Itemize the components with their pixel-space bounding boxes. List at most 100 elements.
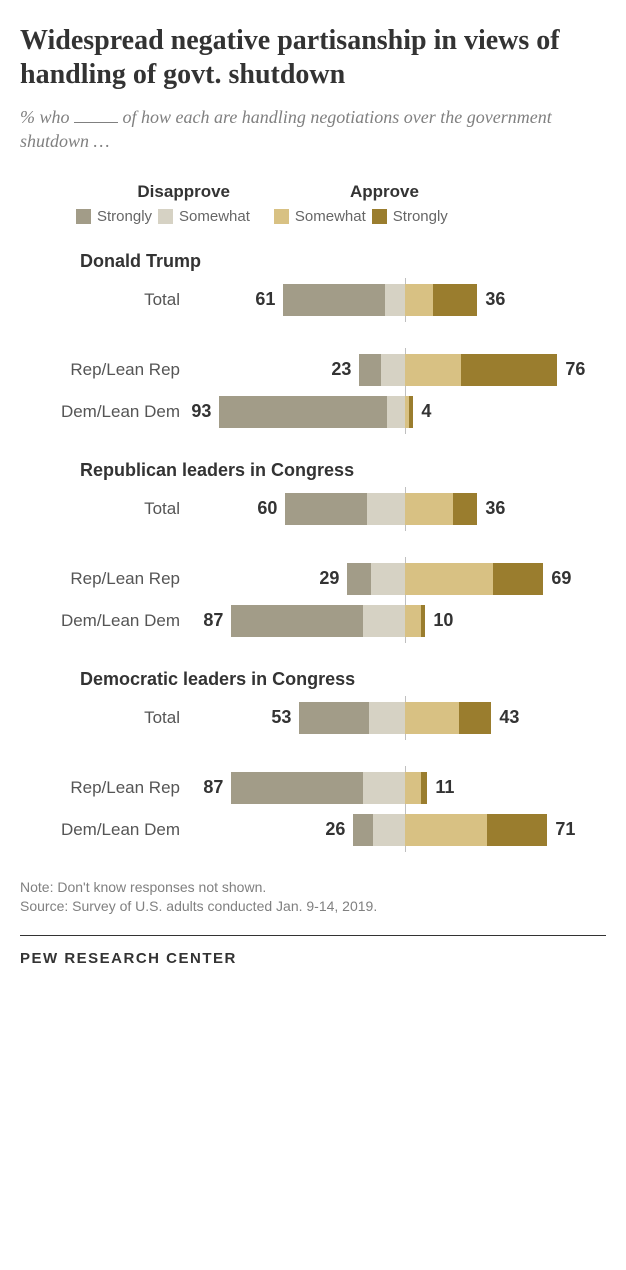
divider [20,935,606,936]
chart-row: Dem/Lean Dem 87 10 [20,603,606,639]
seg-approve-strongly [433,284,477,316]
chart-row: Dem/Lean Dem934 [20,394,606,430]
legend-somewhat-2: Somewhat [295,208,366,225]
seg-disapprove-strongly [359,354,381,386]
row-label: Dem/Lean Dem [20,611,188,631]
approve-value: 4 [413,401,439,422]
row-label: Dem/Lean Dem [20,402,188,422]
disapprove-value: 53 [263,707,299,728]
disapprove-value: 87 [195,610,231,631]
seg-disapprove-strongly [231,772,363,804]
group-title: Democratic leaders in Congress [80,669,606,690]
seg-disapprove-somewhat [373,814,405,846]
disapprove-value: 60 [249,498,285,519]
approve-bar: 69 [405,563,579,595]
bar-area: 29 69 [188,563,606,595]
legend-strongly-2: Strongly [393,208,448,225]
chart-subtitle: % who of how each are handling negotiati… [20,105,606,154]
approve-value: 11 [427,777,462,798]
disapprove-bar: 93 [183,396,405,428]
disapprove-bar: 87 [195,605,405,637]
disapprove-value: 26 [317,819,353,840]
seg-approve-somewhat [405,702,459,734]
chart-row: Dem/Lean Dem 26 71 [20,812,606,848]
bar-area: 61 36 [188,284,606,316]
seg-disapprove-somewhat [363,772,405,804]
disapprove-value: 93 [183,401,219,422]
brand: PEW RESEARCH CENTER [20,950,606,967]
swatch-approve-strongly [372,209,387,224]
seg-disapprove-somewhat [363,605,405,637]
seg-disapprove-somewhat [381,354,405,386]
row-label: Rep/Lean Rep [20,778,188,798]
legend-strongly-1: Strongly [97,208,152,225]
disapprove-bar: 53 [263,702,405,734]
subtitle-pre: % who [20,107,74,127]
chart-group: Republican leaders in CongressTotal6036R… [20,460,606,639]
bar-area: 87 11 [188,772,606,804]
seg-approve-strongly [461,354,557,386]
seg-disapprove-strongly [231,605,363,637]
swatch-approve-somewhat [274,209,289,224]
seg-disapprove-strongly [347,563,371,595]
seg-disapprove-somewhat [371,563,405,595]
seg-approve-somewhat [405,284,433,316]
seg-approve-strongly [487,814,547,846]
disapprove-value: 87 [195,777,231,798]
seg-approve-somewhat [405,354,461,386]
disapprove-bar: 87 [195,772,405,804]
seg-disapprove-somewhat [387,396,405,428]
disapprove-value: 61 [247,289,283,310]
disapprove-bar: 61 [247,284,405,316]
footnote: Note: Don't know responses not shown. So… [20,878,606,917]
chart-row: Total 53 43 [20,700,606,736]
approve-bar: 76 [405,354,593,386]
approve-bar: 36 [405,493,513,525]
bar-area: 26 71 [188,814,606,846]
chart-row: Rep/Lean Rep 29 69 [20,561,606,597]
approve-bar: 71 [405,814,583,846]
seg-approve-strongly [459,702,491,734]
row-label: Rep/Lean Rep [20,360,188,380]
note-line-2: Source: Survey of U.S. adults conducted … [20,897,606,917]
chart-group: Democratic leaders in Congress Total 53 43 R… [20,669,606,848]
chart-group: Donald TrumpTotal6136Rep/Lean Rep2376Dem… [20,251,606,430]
approve-value: 76 [557,359,593,380]
row-label: Rep/Lean Rep [20,569,188,589]
row-label: Total [20,708,188,728]
legend-disapprove-header: Disapprove [20,182,290,202]
chart-body: Donald TrumpTotal6136Rep/Lean Rep2376Dem… [20,251,606,848]
seg-approve-strongly [493,563,543,595]
chart-row: Rep/Lean Rep 23 76 [20,352,606,388]
disapprove-bar: 29 [311,563,405,595]
group-title: Republican leaders in Congress [80,460,606,481]
approve-value: 71 [547,819,583,840]
disapprove-value: 23 [323,359,359,380]
approve-bar: 4 [405,396,439,428]
approve-value: 69 [543,568,579,589]
seg-approve-somewhat [405,605,421,637]
blank-fill [74,105,118,123]
legend: Disapprove Approve Strongly Somewhat Som… [20,182,606,225]
disapprove-bar: 23 [323,354,405,386]
approve-bar: 43 [405,702,527,734]
seg-disapprove-strongly [285,493,367,525]
disapprove-bar: 26 [317,814,405,846]
approve-bar: 36 [405,284,513,316]
seg-disapprove-somewhat [367,493,405,525]
legend-approve-header: Approve [290,182,606,202]
row-label: Dem/Lean Dem [20,820,188,840]
approve-value: 36 [477,289,513,310]
approve-value: 10 [425,610,461,631]
seg-disapprove-strongly [353,814,373,846]
seg-disapprove-somewhat [385,284,405,316]
bar-area: 60 36 [188,493,606,525]
seg-approve-somewhat [405,563,493,595]
seg-approve-somewhat [405,493,453,525]
approve-value: 43 [491,707,527,728]
swatch-disapprove-somewhat [158,209,173,224]
approve-value: 36 [477,498,513,519]
seg-approve-strongly [453,493,477,525]
bar-area: 934 [188,396,606,428]
chart-row: Total6136 [20,282,606,318]
